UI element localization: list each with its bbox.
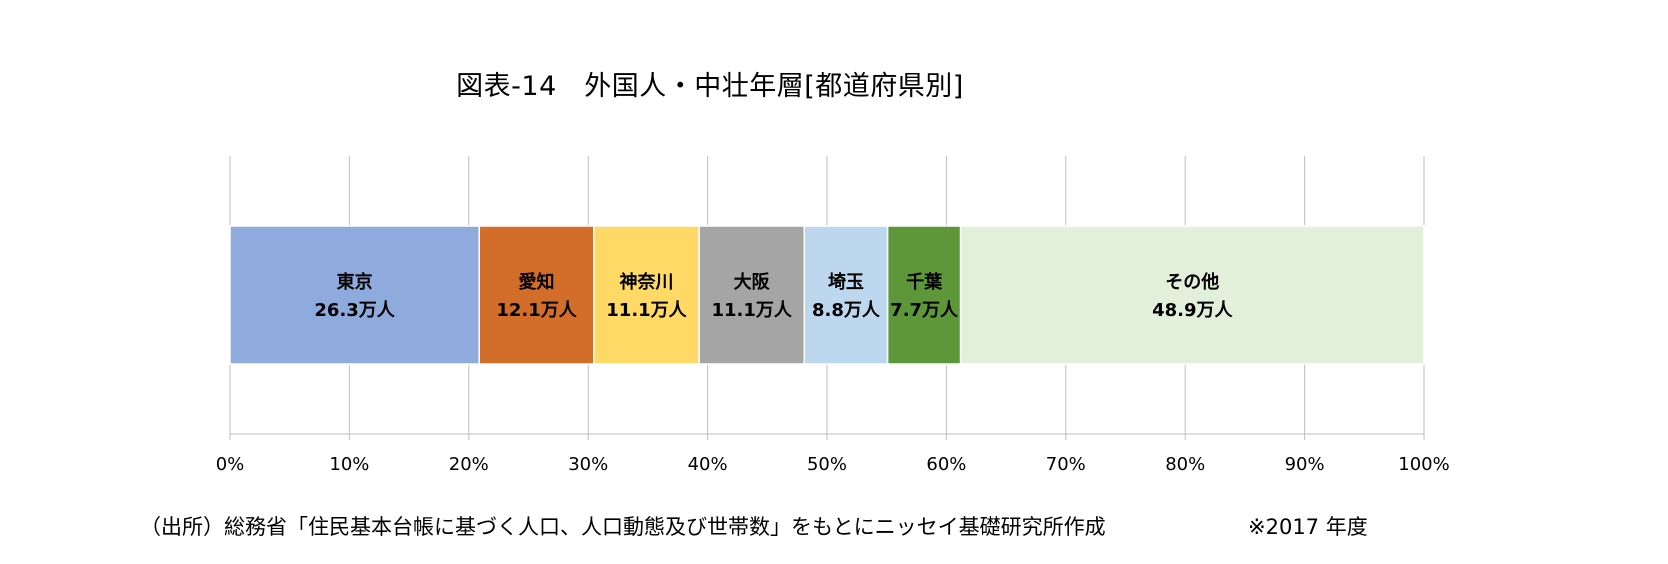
bar-segments — [229, 225, 1425, 365]
x-tick-label: 60% — [926, 454, 966, 475]
segment-name-label: 東京 — [337, 271, 373, 293]
x-tick-label: 50% — [807, 454, 847, 475]
x-tick-label: 40% — [688, 454, 728, 475]
bar-segment — [698, 225, 806, 365]
segment-value-label: 12.1万人 — [496, 300, 577, 321]
bar-segment — [959, 225, 1425, 365]
bar-segment — [803, 225, 889, 365]
segment-value-label: 48.9万人 — [1152, 300, 1233, 321]
bar-segment — [886, 225, 962, 365]
segment-name-label: 千葉 — [906, 272, 943, 293]
segment-labels: 東京26.3万人愛知12.1万人神奈川11.1万人大阪11.1万人埼玉8.8万人… — [314, 271, 1233, 321]
segment-name-label: 神奈川 — [619, 271, 673, 293]
segment-value-label: 8.8万人 — [812, 300, 881, 321]
x-tick-label: 0% — [216, 454, 245, 475]
x-tick-label: 30% — [568, 454, 608, 475]
segment-name-label: 埼玉 — [828, 271, 864, 293]
segment-value-label: 7.7万人 — [890, 300, 959, 321]
segment-value-label: 11.1万人 — [711, 300, 792, 321]
x-tick-label: 10% — [329, 454, 369, 475]
bar-segment — [229, 225, 480, 365]
segment-value-label: 11.1万人 — [606, 300, 687, 321]
x-tick-label: 90% — [1285, 454, 1325, 475]
bar-segment — [478, 225, 595, 365]
segment-value-label: 26.3万人 — [314, 300, 395, 321]
segment-name-label: 大阪 — [734, 271, 771, 293]
chart-title: 図表-14 外国人・中壮年層[都道府県別] — [456, 71, 964, 102]
x-tick-label: 100% — [1398, 454, 1449, 475]
year-note: ※2017 年度 — [1248, 515, 1368, 539]
source-note: （出所）総務省「住民基本台帳に基づく人口、人口動態及び世帯数」をもとにニッセイ基… — [140, 515, 1106, 539]
segment-name-label: その他 — [1165, 271, 1219, 293]
x-tick-label: 80% — [1165, 454, 1205, 475]
bar-segment — [593, 225, 700, 365]
x-axis: 0% 10% 20% 30% 40% 50% 60% 70% 80% 90% 100% — [216, 433, 1450, 475]
segment-name-label: 愛知 — [519, 271, 555, 293]
x-tick-label: 20% — [449, 454, 489, 475]
x-tick-label: 70% — [1046, 454, 1086, 475]
